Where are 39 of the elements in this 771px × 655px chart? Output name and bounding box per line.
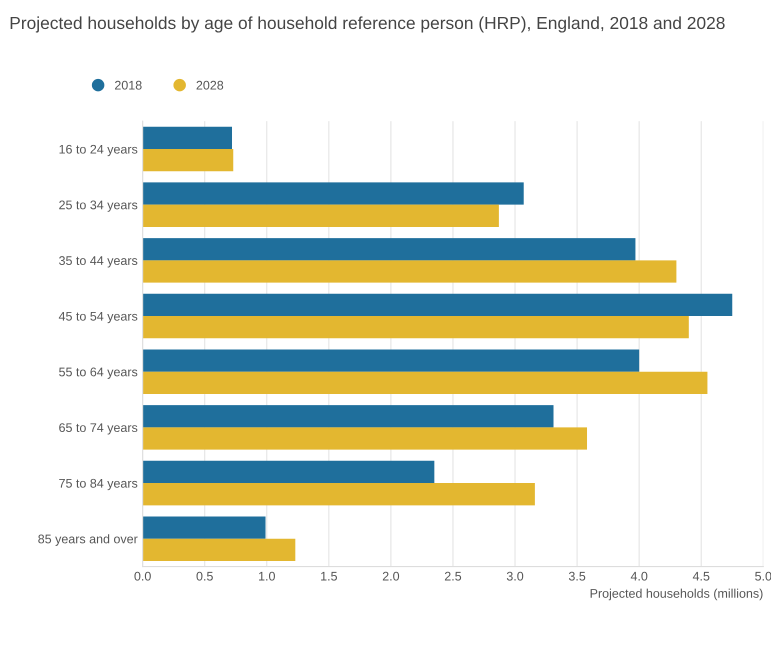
bar [142, 349, 640, 372]
x-tick-label: 2.0 [382, 572, 400, 581]
x-tick-label: 1.5 [321, 572, 337, 581]
y-tick-label: 75 to 84 years [59, 478, 138, 490]
x-tick-label: 3.5 [568, 572, 586, 581]
chart-title: Projected households by age of household reference person (HRP), England, 2018 and 2028 [10, 16, 725, 33]
y-tick-label: 45 to 54 years [58, 312, 138, 324]
y-tick-label: 65 to 74 years [59, 423, 138, 435]
x-tick-label: 0.0 [134, 572, 151, 581]
x-tick-label: 4.5 [692, 572, 710, 581]
y-tick-label: 16 to 24 years [60, 144, 138, 156]
bar [142, 238, 636, 260]
bar [142, 316, 689, 338]
bar [142, 483, 535, 506]
x-tick-label: 5.0 [755, 572, 771, 581]
x-tick-label: 2.5 [444, 572, 462, 581]
bar [142, 538, 296, 562]
legend-label: 2028 [196, 80, 224, 90]
bar [142, 182, 524, 205]
bar [142, 405, 554, 428]
bar [142, 126, 232, 150]
bar [142, 294, 732, 316]
bar [142, 204, 499, 227]
y-tick-label: 55 to 64 years [59, 368, 138, 379]
y-tick-label: 35 to 44 years [59, 256, 138, 268]
x-tick-label: 3.0 [506, 572, 524, 581]
bar [142, 516, 266, 539]
bar [142, 260, 676, 283]
bar [142, 149, 234, 172]
bar [142, 460, 434, 484]
y-tick-label: 25 to 34 years [59, 200, 138, 212]
legend-label: 2018 [114, 80, 142, 90]
x-axis-title: Projected households (millions) [590, 588, 763, 600]
x-tick-label: 4.0 [630, 572, 648, 581]
x-tick-label: 0.5 [196, 572, 213, 581]
bar [142, 372, 708, 394]
x-tick-label: 1.0 [259, 572, 275, 581]
y-tick-label: 85 years and over [38, 534, 138, 546]
bar [142, 427, 588, 450]
